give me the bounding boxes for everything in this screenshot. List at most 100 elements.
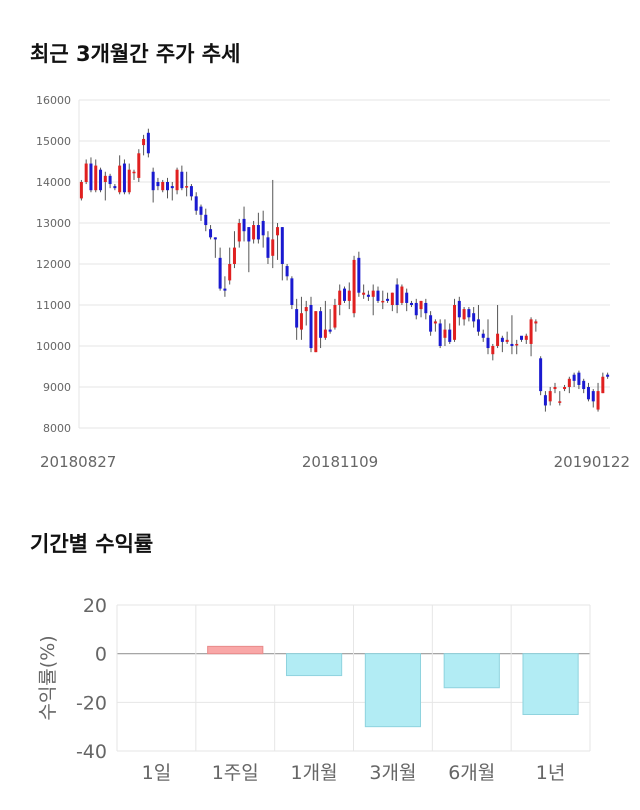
candle-up [524,335,528,340]
y-axis-label: 수익률(%) [37,635,59,720]
candle-down [591,391,595,402]
candle-up [338,290,342,305]
candle-up [333,305,337,328]
candle-down [309,305,313,349]
candle-down [476,319,480,332]
return-bar [522,653,579,716]
candle-up [381,300,385,303]
x-tick-label: 20190122 [554,453,630,471]
candle-up [118,165,122,193]
candle-up [252,225,256,240]
candle-up [496,333,500,346]
candle-up [567,378,571,387]
returns-chart-title: 기간별 수익률 [30,532,154,556]
candle-up [601,376,605,394]
candle-up [491,346,495,355]
candle-up [352,259,356,314]
candle-up [103,175,107,182]
candle-up [237,223,241,242]
candle-up [443,329,447,338]
candle-down [261,220,265,236]
candle-up [362,292,366,295]
candle-down [194,196,198,211]
candle-down [280,227,284,264]
x-tick-label: 1년 [536,762,566,784]
candle-down [146,132,150,154]
candle-up [563,387,567,390]
return-bar [364,653,422,728]
candle-up [453,305,457,340]
candle-down [429,315,433,332]
return-bar [443,653,500,689]
candle-down [180,171,184,189]
candle-up [127,169,131,193]
candle-down [486,337,490,349]
candle-down [108,175,112,185]
price-candlestick-chart: 8000 9000 10000 11000 12000 13000 14000 15000 16… [36,94,630,471]
candle-down [290,278,294,305]
candle-down [405,292,409,303]
candle-down [256,225,260,240]
candle-down [213,237,217,240]
candle-down [189,186,193,197]
candle-up [84,163,88,182]
candle-up [132,171,136,174]
y-tick-label: 11000 [36,299,71,312]
candle-down [199,206,203,215]
candle-up [271,239,275,256]
candle-down [438,323,442,346]
y-tick-label: 12000 [36,258,71,271]
x-tick-label: 20180827 [40,453,116,471]
candle-down [285,266,289,277]
candle-down [586,387,590,400]
candle-down [424,302,428,314]
y-tick-label: 20 [83,595,107,617]
candle-up [371,290,375,297]
candle-down [223,288,227,291]
candle-down [99,169,103,191]
y-tick-label: -20 [76,692,107,714]
x-tick-label: 1개월 [291,762,338,784]
candle-up [553,387,557,390]
candle-down [328,329,332,332]
candle-up [558,401,562,403]
candle-down [357,257,361,293]
y-tick-label: 9000 [43,381,71,394]
candle-down [366,294,370,297]
candle-down [343,288,346,301]
return-bar [207,645,264,655]
candle-up [299,313,303,330]
candle-up [534,321,538,324]
x-tick-label: 20181109 [302,453,378,471]
candle-up [596,391,600,410]
candle-down [577,372,581,385]
x-tick-label: 3개월 [369,762,416,784]
candle-down [414,302,418,316]
candle-down [572,374,576,381]
candle-up [505,339,509,342]
candle-down [209,229,213,238]
candle-down [457,300,461,318]
candle-up [185,186,189,188]
candle-down [376,290,380,301]
candle-up [304,307,308,312]
candle-up [323,329,327,338]
candle-down [481,333,485,338]
candle-up [314,311,318,353]
candle-up [79,182,83,199]
candle-up [390,292,394,305]
y-tick-label: 13000 [36,217,71,230]
candle-down [395,284,399,305]
candle-down [319,311,323,338]
candle-up [529,319,533,344]
candle-up [137,153,141,178]
candle-up [347,290,351,301]
candle-up [161,182,165,191]
candle-down [156,182,160,187]
candle-down [295,309,299,328]
candle-down [467,309,471,318]
price-chart-title: 최근 3개월간 주가 추세 [30,42,241,66]
candle-down [606,374,610,377]
candle-down [543,395,547,406]
